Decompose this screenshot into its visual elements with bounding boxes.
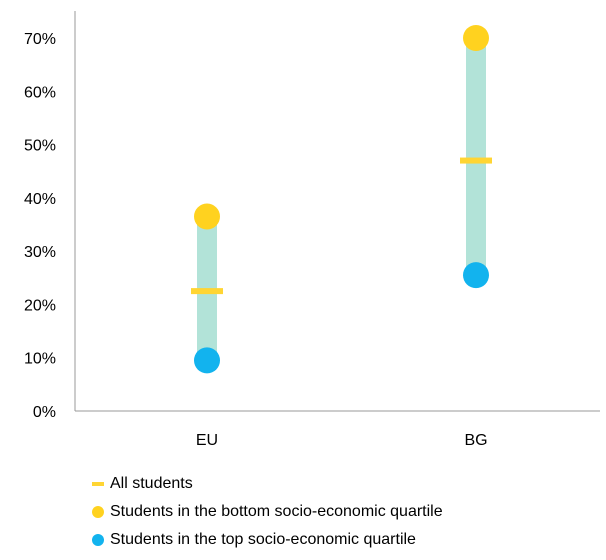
all-students-marker [460, 157, 492, 164]
top-quartile-point [194, 347, 220, 374]
legend: All students Students in the bottom soci… [92, 470, 443, 554]
x-tick-label: EU [196, 432, 218, 449]
range-bar [466, 38, 486, 276]
x-tick-label: BG [464, 432, 487, 449]
y-tick-label: 30% [24, 244, 56, 261]
legend-item-bottom-quartile: Students in the bottom socio-economic qu… [92, 498, 443, 526]
bottom-quartile-point [463, 25, 489, 51]
y-tick-label: 0% [33, 404, 56, 421]
legend-dot-symbol [92, 506, 104, 518]
legend-label: All students [110, 475, 193, 492]
y-tick-label: 60% [24, 84, 56, 101]
y-tick-label: 20% [24, 297, 56, 314]
legend-item-top-quartile: Students in the top socio-economic quart… [92, 526, 443, 554]
legend-label: Students in the top socio-economic quart… [110, 531, 416, 548]
y-tick-label: 40% [24, 191, 56, 208]
legend-label: Students in the bottom socio-economic qu… [110, 503, 443, 520]
legend-item-all-students: All students [92, 470, 443, 498]
legend-dash-symbol [92, 482, 104, 486]
top-quartile-point [463, 262, 489, 289]
y-tick-labels: 0% 10% 20% 30% 40% 50% 60% 70% [24, 31, 56, 421]
y-tick-label: 10% [24, 351, 56, 368]
legend-dot-symbol [92, 534, 104, 546]
plot-marks [191, 25, 492, 374]
chart: 0% 10% 20% 30% 40% 50% 60% 70% EU BG [24, 11, 600, 449]
bottom-quartile-point [194, 203, 220, 230]
all-students-marker [191, 288, 223, 295]
axes [74, 11, 600, 412]
y-tick-label: 50% [24, 138, 56, 155]
y-tick-label: 70% [24, 31, 56, 48]
x-tick-labels: EU BG [196, 432, 488, 449]
